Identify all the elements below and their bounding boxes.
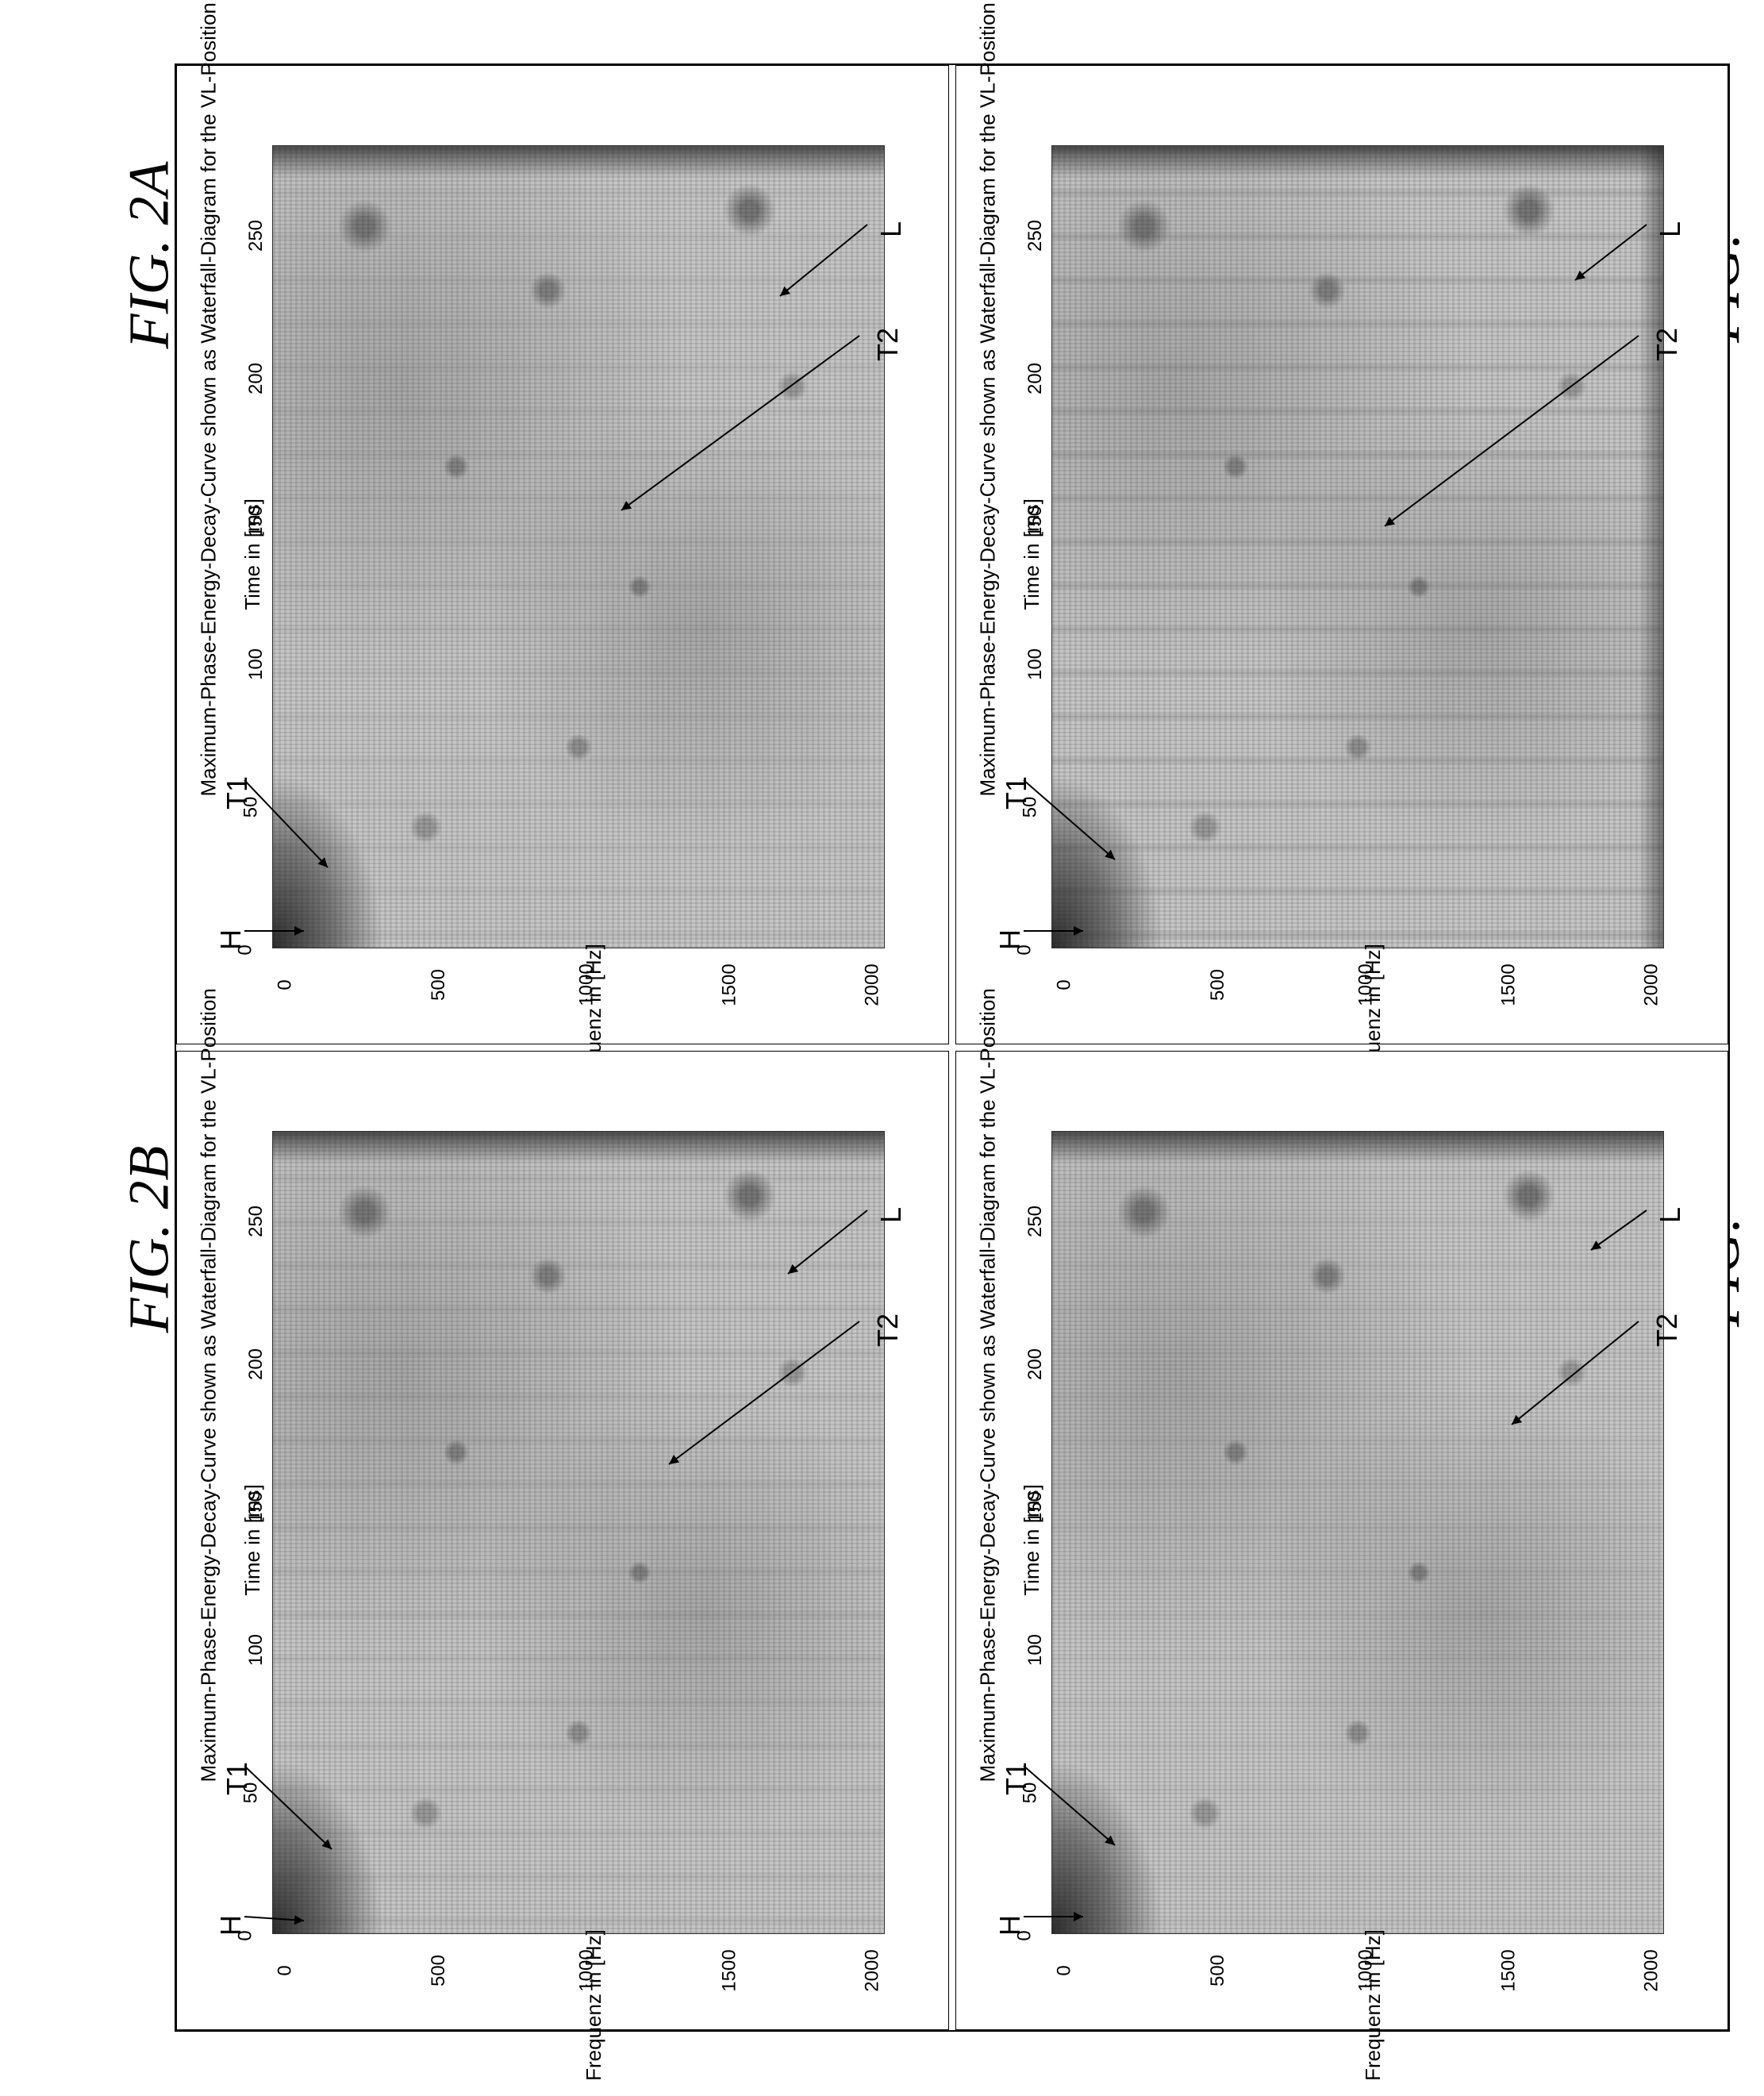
annotation-T1: T1 — [221, 1762, 254, 1795]
annotation-L: L — [1654, 221, 1687, 237]
annotation-T1: T1 — [221, 776, 254, 810]
annotation-H: H — [993, 1915, 1027, 1936]
panel-2a: Maximum-Phase-Energy-Decay-Curve shown a… — [176, 65, 949, 1044]
arrows — [177, 1052, 948, 2029]
annotation-L: L — [1654, 1207, 1687, 1223]
annotation-H: H — [993, 929, 1027, 950]
arrows — [956, 1052, 1727, 2029]
annotation-T2: T2 — [871, 1313, 905, 1347]
panel-2b: Maximum-Phase-Energy-Decay-Curve shown a… — [955, 65, 1728, 1044]
patent-figure-page: FIG. 2A FIG. 2B FIG. 2C FIG. 2D Maximum-… — [0, 0, 1764, 2096]
annotation-T2: T2 — [871, 328, 905, 361]
arrows — [956, 66, 1727, 1044]
fig-label-2a: FIG. 2A — [116, 162, 182, 349]
annotation-H: H — [214, 929, 248, 950]
arrow-L — [177, 66, 948, 1044]
annotation-T2: T2 — [1651, 1313, 1684, 1347]
annotation-T1: T1 — [1000, 1762, 1033, 1795]
panel-2d: Maximum-Phase-Energy-Decay-Curve shown a… — [955, 1051, 1728, 2030]
annotation-T2: T2 — [1651, 328, 1684, 361]
annotation-L: L — [874, 221, 908, 237]
panel-grid: Maximum-Phase-Energy-Decay-Curve shown a… — [175, 63, 1730, 2032]
annotation-H: H — [214, 1915, 248, 1936]
fig-label-2b: FIG. 2B — [116, 1146, 182, 1333]
annotation-T1: T1 — [1000, 776, 1033, 810]
panel-2c: Maximum-Phase-Energy-Decay-Curve shown a… — [176, 1051, 949, 2030]
annotation-L: L — [874, 1207, 908, 1223]
